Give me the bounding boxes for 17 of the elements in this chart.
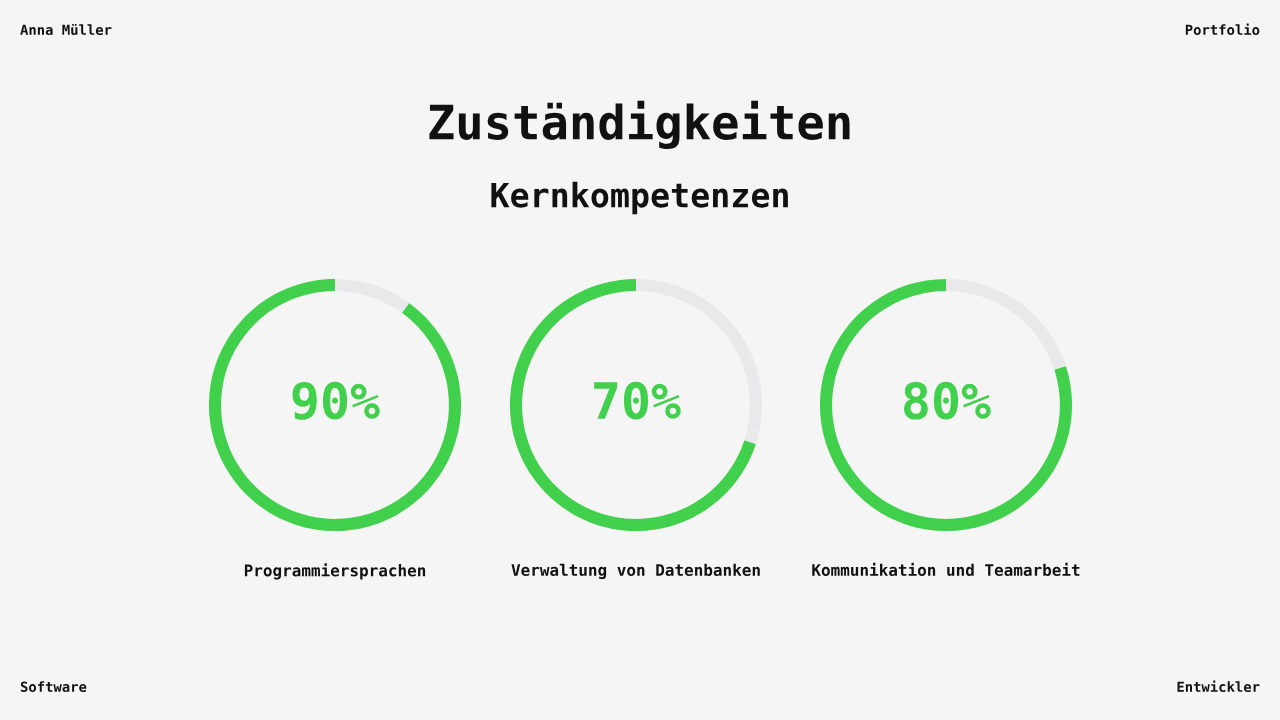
donut-slice <box>509 278 756 532</box>
donut-slice <box>335 278 410 313</box>
text: Anna Müller <box>20 24 112 36</box>
slice-label: Kommunikation und Teamarbeit <box>812 562 1080 577</box>
donut-slice <box>946 278 1066 370</box>
donut-slice <box>208 278 462 532</box>
text: Kernkompetenzen <box>491 181 788 215</box>
text: 80% <box>904 381 991 420</box>
text: 90% <box>292 381 380 420</box>
text: Portfolio <box>1185 23 1260 36</box>
donut-slice <box>819 278 1073 532</box>
text: 70% <box>594 381 681 420</box>
text: Software <box>20 681 87 693</box>
slice-label: Programmiersprachen <box>244 563 426 580</box>
text: Zuständigkeiten <box>429 100 850 150</box>
slice-label: Verwaltung von Datenbanken <box>511 563 760 580</box>
text: Entwickler <box>1177 680 1260 693</box>
